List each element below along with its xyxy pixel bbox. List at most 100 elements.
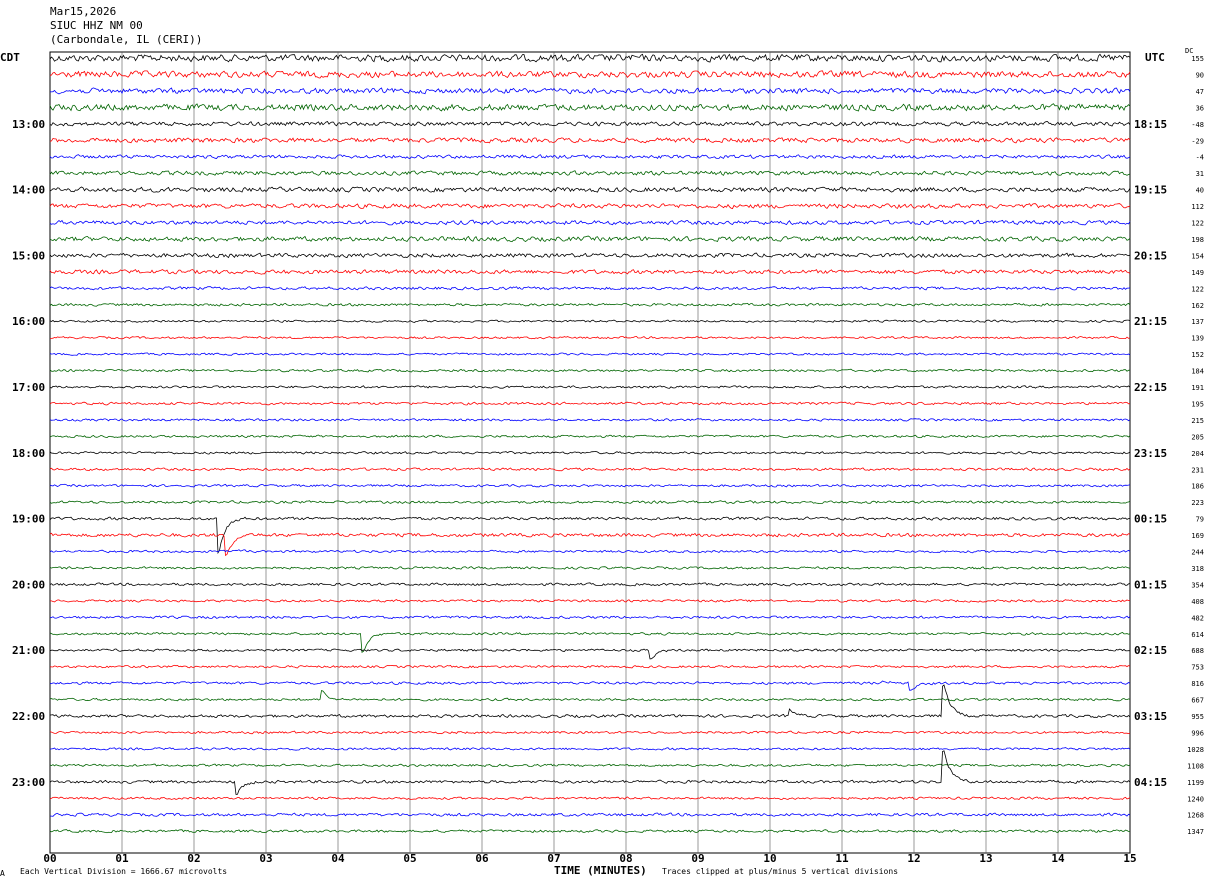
- seismic-trace: [49, 252, 1131, 259]
- x-tick-label: 08: [619, 852, 632, 865]
- dc-offset-label: -4: [1196, 154, 1204, 162]
- seismic-trace: [49, 763, 1131, 768]
- utc-hour-label: 03:15: [1134, 710, 1167, 723]
- corner-mark: A: [0, 869, 5, 878]
- dc-offset-label: 1240: [1187, 795, 1204, 803]
- seismic-trace: [49, 684, 1131, 719]
- x-tick-label: 01: [115, 852, 129, 865]
- seismic-trace: [49, 87, 1131, 95]
- seismic-trace: [49, 483, 1131, 488]
- dc-offset-label: 753: [1191, 664, 1204, 672]
- dc-offset-label: 667: [1191, 697, 1204, 705]
- dc-offset-label: 195: [1191, 400, 1204, 408]
- seismic-trace: [49, 747, 1131, 751]
- seismic-trace: [49, 401, 1131, 406]
- utc-hour-label: 22:15: [1134, 381, 1167, 394]
- dc-offset-label: 191: [1191, 384, 1204, 392]
- seismic-trace: [49, 154, 1131, 160]
- seismic-trace: [49, 689, 1131, 702]
- seismic-trace: [49, 500, 1131, 505]
- seismic-trace: [49, 451, 1131, 455]
- date-label: Mar15,2026: [50, 5, 117, 18]
- seismic-trace: [49, 120, 1131, 127]
- dc-offset-label: 36: [1196, 104, 1204, 112]
- location-label: (Carbondale, IL (CERI)): [50, 33, 203, 46]
- x-tick-label: 04: [331, 852, 345, 865]
- dc-offset-label: 198: [1191, 236, 1204, 244]
- dc-offset-label: 169: [1191, 532, 1204, 540]
- dc-offset-label: 149: [1191, 269, 1204, 277]
- dc-offset-label: 122: [1191, 285, 1204, 293]
- dc-offset-label: 184: [1191, 368, 1204, 376]
- utc-hour-label: 04:15: [1134, 776, 1167, 789]
- seismic-trace: [49, 516, 1131, 555]
- seismic-trace: [49, 203, 1131, 210]
- cdt-hour-label: 16:00: [12, 315, 45, 328]
- seismic-trace: [49, 730, 1131, 735]
- seismic-trace: [49, 796, 1131, 800]
- utc-hour-label: 20:15: [1134, 249, 1167, 262]
- dc-offset-label: 816: [1191, 680, 1204, 688]
- seismic-trace: [49, 70, 1131, 79]
- cdt-hour-label: 13:00: [12, 118, 45, 131]
- utc-hour-label: 01:15: [1134, 578, 1167, 591]
- utc-hour-label: 02:15: [1134, 644, 1167, 657]
- dc-offset-label: 614: [1191, 631, 1204, 639]
- seismic-trace: [49, 615, 1131, 620]
- seismic-trace: [50, 599, 1131, 603]
- seismic-trace: [49, 302, 1131, 307]
- dc-offset-label: 162: [1191, 302, 1204, 310]
- dc-offset-label: 47: [1196, 88, 1204, 96]
- plot-frame: [49, 51, 1131, 854]
- cdt-hour-label: 22:00: [12, 710, 45, 723]
- dc-offset-label: 154: [1191, 252, 1204, 260]
- seismic-trace: [49, 582, 1131, 587]
- x-tick-label: 05: [403, 852, 416, 865]
- seismic-trace: [49, 352, 1131, 356]
- dc-offset-label: 1268: [1187, 812, 1204, 820]
- dc-offset-label: 40: [1196, 187, 1204, 195]
- seismic-trace: [49, 186, 1131, 193]
- utc-hour-label: 00:15: [1134, 513, 1167, 526]
- dc-offset-label: 318: [1191, 565, 1204, 573]
- dc-offset-label: 79: [1196, 516, 1204, 524]
- dc-offset-label: 90: [1196, 71, 1204, 79]
- dc-offset-label: 215: [1191, 417, 1204, 425]
- x-axis-title: TIME (MINUTES): [554, 864, 647, 877]
- dc-offset-label: 204: [1191, 450, 1204, 458]
- dc-offset-label: 354: [1191, 581, 1204, 589]
- seismic-trace: [49, 664, 1131, 669]
- seismic-trace: [49, 532, 1131, 557]
- x-tick-label: 03: [259, 852, 272, 865]
- x-tick-label: 10: [763, 852, 776, 865]
- dc-offset-label: 1108: [1187, 762, 1204, 770]
- cdt-hour-label: 14:00: [12, 184, 45, 197]
- utc-hour-label: 19:15: [1134, 184, 1167, 197]
- dc-offset-label: 244: [1191, 549, 1204, 557]
- dc-offset-label: 955: [1191, 713, 1204, 721]
- seismic-trace: [49, 566, 1131, 570]
- seismic-trace: [49, 632, 1131, 653]
- cdt-hour-label: 20:00: [12, 578, 45, 591]
- dc-label: DC: [1185, 47, 1194, 55]
- seismic-trace: [49, 170, 1131, 176]
- seismic-trace: [49, 467, 1131, 472]
- dc-offset-label: -29: [1191, 137, 1204, 145]
- dc-offset-label: 223: [1191, 499, 1204, 507]
- seismic-trace: [49, 235, 1131, 243]
- dc-offset-label: 152: [1191, 351, 1204, 359]
- scale-note: Each Vertical Division = 1666.67 microvo…: [20, 867, 228, 876]
- x-tick-label: 14: [1051, 852, 1065, 865]
- dc-offset-label: 31: [1196, 170, 1204, 178]
- cdt-hour-label: 19:00: [12, 513, 45, 526]
- dc-offset-label: -48: [1191, 121, 1204, 129]
- right-timezone-label: UTC: [1145, 51, 1165, 64]
- x-tick-label: 12: [907, 852, 920, 865]
- dc-offset-label: 155: [1191, 55, 1204, 63]
- seismic-trace: [49, 750, 1131, 795]
- x-tick-label: 06: [475, 852, 489, 865]
- seismic-trace: [49, 219, 1131, 226]
- seismic-trace: [49, 434, 1131, 439]
- dc-offset-label: 688: [1191, 647, 1204, 655]
- x-tick-label: 11: [835, 852, 849, 865]
